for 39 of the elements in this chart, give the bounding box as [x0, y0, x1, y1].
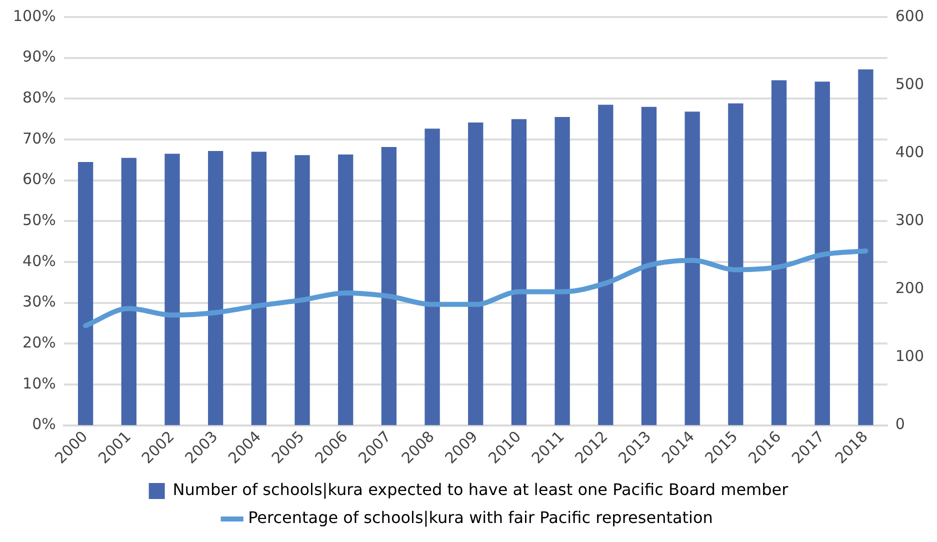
y-tick-label: 50% — [22, 211, 56, 230]
legend-label: Number of schools|kura expected to have at least one Pacific Board member — [172, 480, 789, 500]
legend-label: Percentage of schools|kura with fair Pacific representation — [248, 508, 713, 528]
bar — [338, 154, 354, 426]
bar — [251, 152, 267, 426]
bar — [78, 162, 94, 426]
bar — [814, 82, 830, 426]
y2-tick-label: 400 — [895, 142, 924, 161]
y-tick-label: 10% — [22, 374, 56, 392]
bar — [164, 154, 180, 426]
bar — [598, 104, 614, 426]
bar — [684, 112, 700, 426]
y-tick-label: 30% — [22, 292, 56, 311]
bar — [771, 80, 787, 426]
bar — [294, 155, 310, 426]
y-tick-label: 60% — [22, 170, 56, 188]
bar — [728, 103, 744, 426]
bar — [208, 151, 224, 426]
y-tick-label: 0% — [32, 415, 56, 434]
y-tick-label: 100% — [12, 6, 56, 25]
y-tick-label: 90% — [22, 48, 56, 66]
y2-tick-label: 600 — [895, 6, 924, 25]
bar — [468, 122, 484, 426]
bar — [381, 146, 397, 426]
y2-tick-label: 0 — [895, 415, 905, 434]
y2-tick-label: 300 — [895, 211, 924, 230]
bar — [424, 128, 440, 426]
y-tick-label: 40% — [22, 252, 56, 270]
y-tick-label: 70% — [22, 129, 56, 148]
bar — [858, 69, 874, 426]
y2-tick-label: 100 — [895, 347, 924, 366]
y-tick-label: 20% — [22, 334, 56, 352]
bar — [554, 117, 570, 426]
bar — [641, 106, 657, 426]
bar — [511, 119, 527, 426]
y2-tick-label: 500 — [895, 74, 924, 93]
bar — [121, 158, 136, 426]
y-tick-label: 80% — [22, 88, 56, 107]
y2-tick-label: 200 — [895, 279, 924, 298]
